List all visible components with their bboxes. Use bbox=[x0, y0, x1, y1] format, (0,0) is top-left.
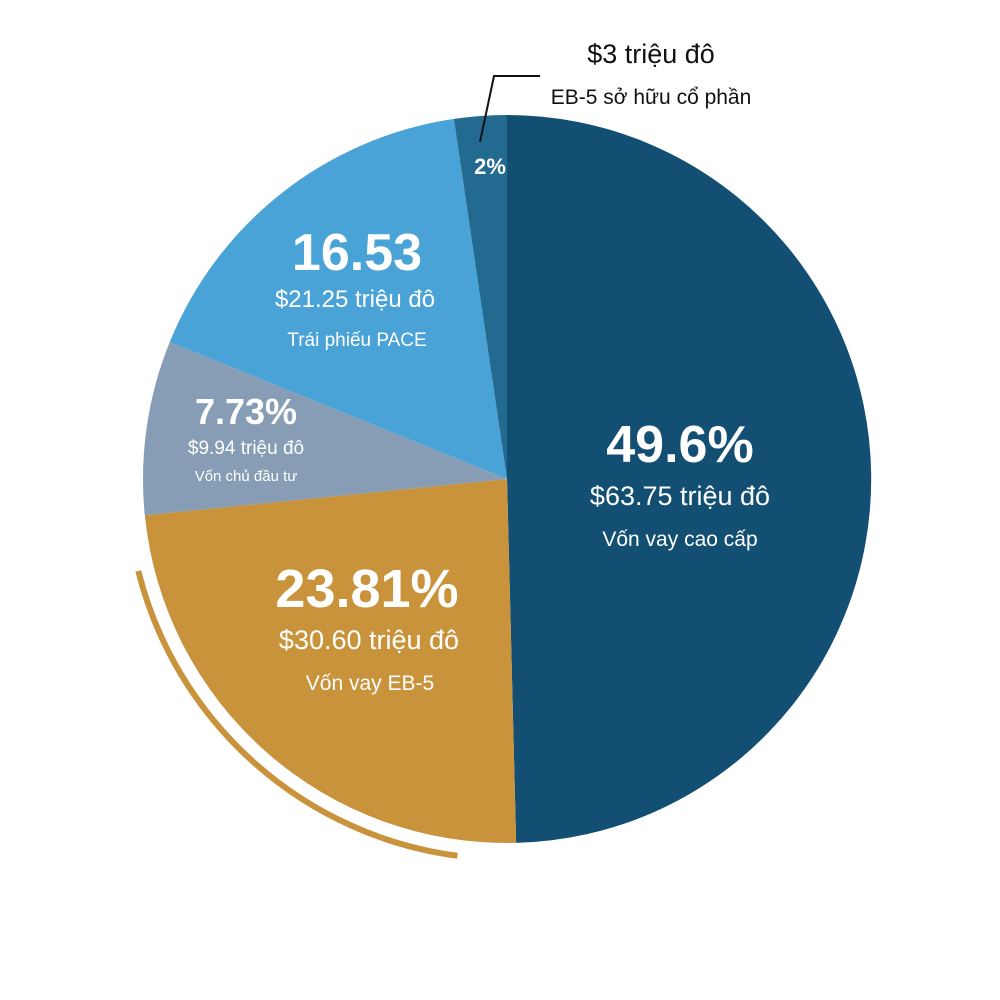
slice-eb5-loan bbox=[144, 479, 517, 844]
slice-eb5-loan-percent: 23.81% bbox=[275, 559, 458, 619]
slice-eb5-loan-label: Vốn vay EB-5 bbox=[306, 672, 434, 695]
slice-pace-percent: 16.53 bbox=[292, 224, 422, 282]
slice-eb5-loan-amount: $30.60 triệu đô bbox=[279, 625, 459, 655]
slice-pace-label: Trái phiếu PACE bbox=[287, 330, 426, 351]
slice-equity-amount: $9.94 triệu đô bbox=[188, 438, 304, 459]
slice-senior-percent: 49.6% bbox=[606, 416, 753, 474]
slice-senior-amount: $63.75 triệu đô bbox=[590, 481, 770, 511]
slice-senior-loan bbox=[507, 114, 872, 843]
slice-eb5-equity bbox=[453, 115, 507, 479]
accent-arc bbox=[135, 570, 458, 859]
slice-developer-equity bbox=[142, 342, 508, 516]
leader-line bbox=[479, 75, 540, 143]
slice-eb5-equity-amount: $3 triệu đô bbox=[587, 39, 715, 69]
slice-pace-amount: $21.25 triệu đô bbox=[275, 286, 435, 313]
slice-eb5-equity-percent: 2% bbox=[474, 154, 506, 179]
slice-equity-label: Vốn chủ đầu tư bbox=[195, 468, 298, 485]
slice-eb5-equity-label: EB-5 sở hữu cổ phần bbox=[551, 86, 752, 109]
slice-equity-percent: 7.73% bbox=[195, 391, 297, 432]
pie-slices bbox=[142, 114, 872, 844]
slice-senior-label: Vốn vay cao cấp bbox=[602, 528, 757, 551]
slice-pace-bonds bbox=[169, 118, 507, 479]
